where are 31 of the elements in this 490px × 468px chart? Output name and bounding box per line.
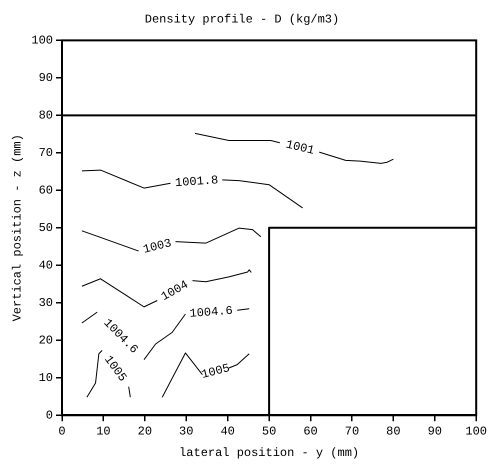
- x-tick-label: 60: [303, 424, 318, 439]
- x-tick-label: 0: [58, 424, 66, 439]
- y-tick-label: 40: [38, 258, 54, 272]
- x-tick-label: 40: [220, 424, 235, 439]
- x-tick-label: 100: [465, 424, 488, 439]
- chart-title: Density profile - D (kg/m3): [144, 12, 340, 26]
- x-tick-label: 30: [179, 424, 194, 439]
- text: 1003: [142, 236, 173, 257]
- x-tick-label: 90: [428, 424, 442, 439]
- x-tick-label: 20: [138, 424, 152, 439]
- y-tick-label: 60: [38, 183, 54, 198]
- x-axis-title: lateral position - y (mm): [179, 446, 360, 460]
- y-tick-label: 90: [38, 71, 54, 86]
- text: 1005: [200, 361, 232, 382]
- text: 1001: [284, 138, 316, 158]
- y-tick-label: 20: [38, 333, 54, 348]
- x-tick-label: 50: [262, 424, 276, 439]
- series-label: 1001.8: [174, 173, 219, 190]
- y-tick-label: 70: [38, 146, 54, 160]
- series-label: 1004.6: [189, 304, 234, 321]
- y-tick-label: 10: [38, 370, 54, 385]
- x-tick-label: 70: [344, 424, 360, 439]
- y-tick-label: 0: [46, 408, 54, 422]
- y-tick-label: 30: [38, 296, 54, 310]
- text: 1004: [158, 278, 191, 304]
- x-tick-label: 10: [96, 424, 111, 439]
- x-tick-label: 80: [386, 424, 401, 439]
- y-tick-label: 100: [31, 34, 54, 48]
- y-tick-label: 80: [38, 108, 54, 123]
- y-axis-title: Vertical position - z (mm): [10, 134, 24, 322]
- y-tick-label: 50: [38, 220, 54, 235]
